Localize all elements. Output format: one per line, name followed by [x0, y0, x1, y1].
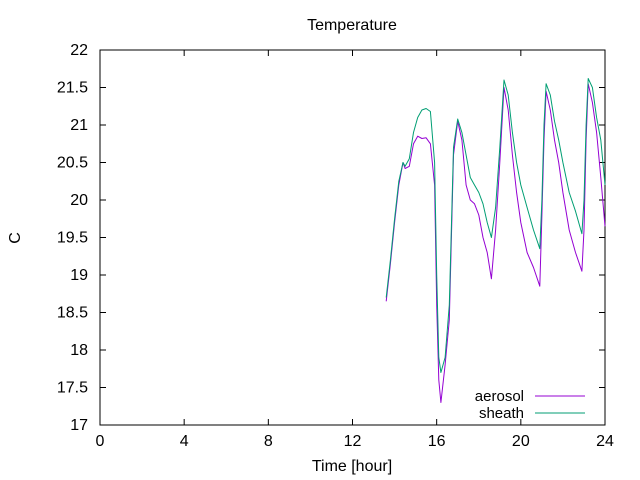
y-tick-labels: 17 17.5 18 18.5 19 19.5 20 20.5 21 21.5 22 — [57, 42, 88, 434]
y-tick-label: 17.5 — [57, 380, 88, 397]
x-tick-labels: 0 4 8 12 16 20 24 — [96, 433, 614, 450]
x-axis-label: Time [hour] — [312, 458, 392, 475]
series-group — [385, 78, 606, 403]
y-tick-label: 19 — [70, 267, 88, 284]
y-tick-label: 21 — [70, 117, 88, 134]
x-tick-label: 12 — [344, 433, 362, 450]
y-axis-label: C — [7, 232, 24, 244]
x-tick-label: 16 — [428, 433, 446, 450]
y-tick-label: 20 — [70, 192, 88, 209]
legend-label-sheath: sheath — [479, 405, 524, 422]
x-tick-label: 24 — [596, 433, 614, 450]
axis-ticks — [99, 49, 606, 426]
x-tick-label: 4 — [180, 433, 189, 450]
x-tick-label: 0 — [96, 433, 105, 450]
y-tick-label: 17 — [70, 417, 88, 434]
x-tick-label: 20 — [512, 433, 530, 450]
x-tick-label: 8 — [264, 433, 273, 450]
y-tick-label: 18.5 — [57, 305, 88, 322]
series-line-aerosol — [385, 83, 606, 403]
series-line-sheath — [385, 78, 606, 373]
legend-label-aerosol: aerosol — [475, 388, 524, 405]
y-tick-label: 20.5 — [57, 155, 88, 172]
y-tick-label: 22 — [70, 42, 88, 59]
y-tick-label: 19.5 — [57, 230, 88, 247]
y-tick-label: 21.5 — [57, 80, 88, 97]
y-tick-label: 18 — [70, 342, 88, 359]
plot-area-frame — [99, 49, 606, 426]
chart-title: Temperature — [307, 17, 397, 34]
